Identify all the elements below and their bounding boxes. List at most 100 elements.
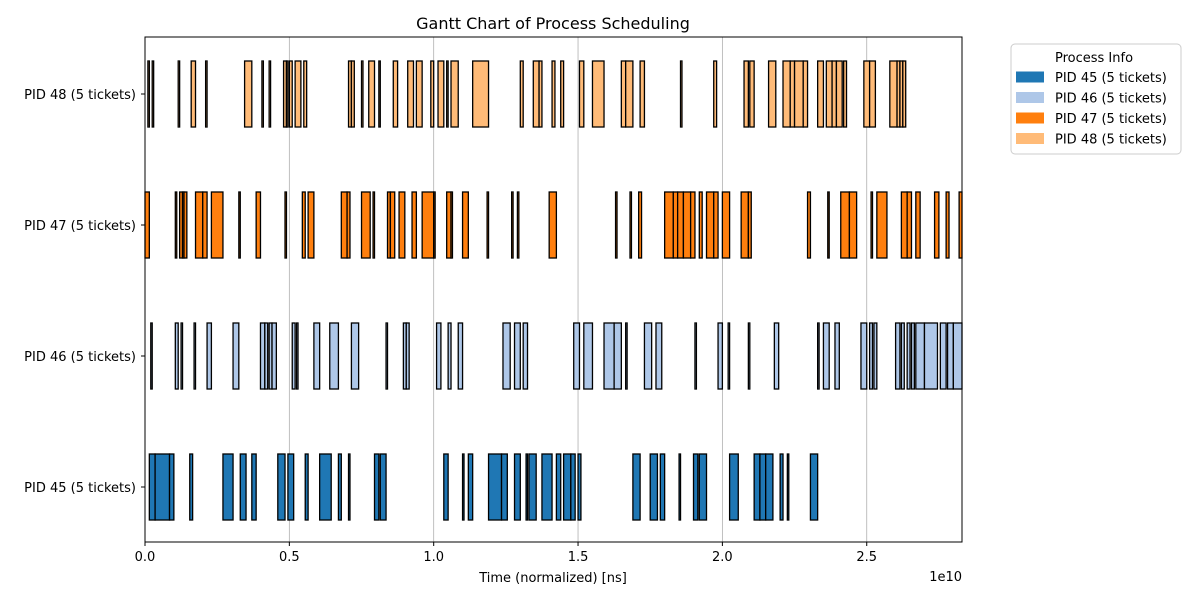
gantt-bar (902, 60, 907, 128)
gantt-bar (301, 191, 306, 259)
gantt-bar (834, 322, 840, 390)
gantt-bar (435, 322, 442, 390)
gantt-bar (945, 191, 950, 259)
gantt-bar (304, 453, 309, 521)
gantt-bar (747, 322, 751, 390)
gantt-bar (625, 322, 628, 390)
gantt-bar (840, 191, 851, 259)
gantt-bar (538, 60, 543, 128)
legend-entry-label: PID 48 (5 tickets) (1055, 133, 1167, 148)
gantt-bar (421, 191, 435, 259)
gantt-bar (915, 191, 921, 259)
legend-entry-label: PID 45 (5 tickets) (1055, 71, 1167, 86)
gantt-bar (243, 60, 253, 128)
x-tick-label: 0.0 (135, 550, 156, 565)
gantt-bar (360, 191, 371, 259)
gantt-bar (900, 322, 905, 390)
gantt-bar (809, 453, 819, 521)
gantt-bar (285, 60, 289, 128)
gantt-bar (255, 191, 262, 259)
gantt-bar (287, 453, 295, 521)
gantt-bar (522, 322, 529, 390)
gantt-bar (868, 322, 874, 390)
gantt-bar (486, 191, 490, 259)
gantt-bar (446, 60, 449, 128)
y-axis: PID 45 (5 tickets) PID 46 (5 tickets) PID … (24, 88, 145, 496)
gantt-bar (347, 453, 351, 521)
gantt-bar (437, 60, 445, 128)
gantt-bar (591, 60, 605, 128)
gantt-bar (372, 191, 376, 259)
gantt-bar (513, 322, 521, 390)
gantt-bar (910, 322, 916, 390)
gantt-bar (329, 322, 340, 390)
gantt-bar (676, 191, 685, 259)
gantt-bar (562, 453, 572, 521)
x-axis: 0.0 0.5 1.0 1.5 2.0 2.5 (135, 542, 877, 565)
gantt-bar (373, 453, 380, 521)
gantt-bar (863, 60, 871, 128)
gantt-bar (430, 60, 435, 128)
gantt-bar (900, 191, 908, 259)
legend-swatch (1016, 92, 1044, 103)
gantt-bar (264, 322, 269, 390)
legend-swatch (1016, 112, 1044, 124)
legend-swatch (1016, 133, 1044, 144)
gantt-bar (740, 191, 750, 259)
gantt-bar (407, 60, 415, 128)
gantt-bar (147, 60, 150, 128)
gantt-bar (177, 60, 181, 128)
gantt-bar (721, 191, 731, 259)
gantt-bar (313, 322, 321, 390)
gantt-bar (860, 322, 868, 390)
gantt-bar (189, 453, 194, 521)
gantt-bar (728, 453, 739, 521)
gantt-bar (288, 60, 293, 128)
gantt-bar (291, 322, 296, 390)
gantt-bar (889, 60, 898, 128)
gantt-bar (204, 60, 208, 128)
gantt-bar (319, 453, 332, 521)
gantt-bar (767, 60, 777, 128)
legend-items: PID 45 (5 tickets) PID 46 (5 tickets) PID … (1016, 71, 1167, 148)
gantt-bar (548, 191, 558, 259)
gantt-bar (206, 322, 213, 390)
gantt-bar (389, 191, 396, 259)
gantt-bar (295, 322, 299, 390)
gantt-bar (747, 191, 752, 259)
gantt-bar (392, 60, 399, 128)
gantt-bar (461, 453, 465, 521)
gantt-bar (765, 453, 774, 521)
x-axis-label: Time (normalized) [ns] (478, 571, 627, 586)
gantt-bar (825, 60, 833, 128)
gantt-bar (923, 322, 939, 390)
gantt-bar (952, 322, 963, 390)
gantt-bar (450, 191, 454, 259)
gantt-bar (154, 453, 171, 521)
series-3-bars (144, 191, 963, 259)
gantt-bar (779, 453, 784, 521)
gantt-bar (678, 453, 682, 521)
gantt-bar (848, 191, 858, 259)
gantt-bar (472, 60, 490, 128)
gantt-bar (749, 60, 755, 128)
gantt-bar (457, 322, 464, 390)
gantt-bar (284, 191, 288, 259)
gantt-bar (467, 453, 474, 521)
gantt-bar (378, 60, 381, 128)
gantt-bar (694, 322, 698, 390)
gantt-bar (447, 322, 452, 390)
gantt-bar (663, 191, 674, 259)
gantt-bar (500, 453, 508, 521)
gantt-bar (659, 453, 666, 521)
gantt-bar (698, 453, 708, 521)
gantt-bar (271, 322, 278, 390)
gantt-bar (510, 191, 514, 259)
gantt-bar (433, 191, 436, 259)
gantt-bar (906, 191, 913, 259)
gantt-bar (614, 191, 618, 259)
gantt-bar (827, 191, 830, 259)
legend-title: Process Info (1055, 51, 1133, 66)
gantt-bar (717, 322, 724, 390)
